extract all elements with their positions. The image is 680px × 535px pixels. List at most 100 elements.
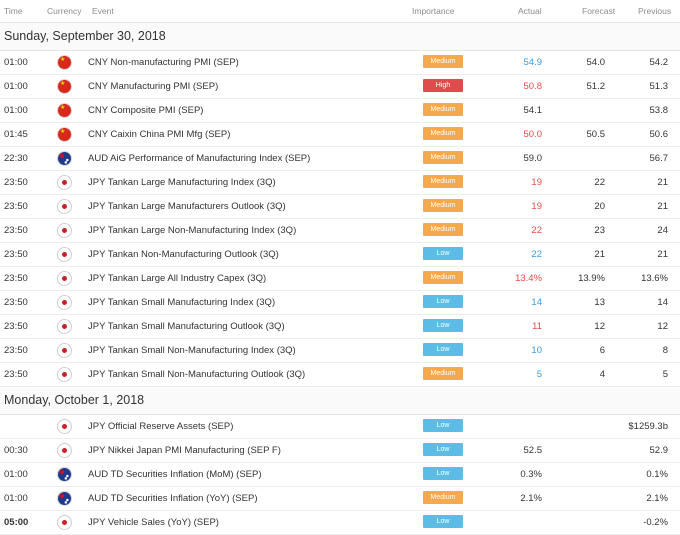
previous-value: 54.2: [649, 57, 669, 68]
event-time: 01:00: [4, 57, 28, 68]
table-row[interactable]: 01:00 AUD TD Securities Inflation (YoY) (…: [0, 487, 680, 511]
event-name[interactable]: JPY Tankan Small Non-Manufacturing Index…: [88, 345, 296, 356]
flag-circle: [58, 368, 71, 381]
flag-circle: [58, 420, 71, 433]
table-row[interactable]: 23:50 JPY Tankan Small Non-Manufacturing …: [0, 363, 680, 387]
header-previous[interactable]: Previous: [638, 6, 672, 16]
flag-circle: [58, 516, 71, 529]
importance-badge: Low: [423, 515, 463, 528]
importance-badge: Low: [423, 419, 463, 432]
importance-badge: Medium: [423, 271, 463, 284]
japan-flag-icon: [58, 224, 71, 237]
flag-circle: [58, 80, 71, 93]
header-event[interactable]: Event: [92, 6, 114, 16]
flag-circle: [58, 128, 71, 141]
actual-value: 2.1%: [520, 493, 542, 504]
event-name[interactable]: CNY Composite PMI (SEP): [88, 105, 204, 116]
event-time: 23:50: [4, 345, 28, 356]
forecast-value: 20: [594, 201, 605, 212]
table-row[interactable]: 23:50 JPY Tankan Large Manufacturers Outl…: [0, 195, 680, 219]
japan-flag-icon: [58, 320, 71, 333]
event-name[interactable]: JPY Tankan Small Manufacturing Index (3Q…: [88, 297, 276, 308]
forecast-value: 23: [594, 225, 605, 236]
event-name[interactable]: AUD TD Securities Inflation (MoM) (SEP): [88, 469, 262, 480]
actual-value: 50.0: [523, 129, 543, 140]
table-row[interactable]: 23:50 JPY Tankan Large Non-Manufacturing …: [0, 219, 680, 243]
event-name[interactable]: CNY Caixin China PMI Mfg (SEP): [88, 129, 231, 140]
event-name[interactable]: AUD AiG Performance of Manufacturing Ind…: [88, 153, 311, 164]
actual-value: 11: [532, 321, 542, 332]
actual-value: 59.0: [523, 153, 543, 164]
event-time: 05:00: [4, 517, 29, 528]
event-name[interactable]: JPY Tankan Large All Industry Capex (3Q): [88, 273, 267, 284]
importance-badge: Low: [423, 467, 463, 480]
flag-circle: [58, 200, 71, 213]
event-name[interactable]: JPY Tankan Non-Manufacturing Outlook (3Q…: [88, 249, 279, 260]
table-row[interactable]: 22:30 AUD AiG Performance of Manufacturin…: [0, 147, 680, 171]
importance-cell: Low: [423, 319, 463, 332]
table-row[interactable]: 01:00 CNY Composite PMI (SEP) Medium 54.1 53…: [0, 99, 680, 123]
importance-cell: Low: [423, 295, 463, 308]
event-name[interactable]: JPY Official Reserve Assets (SEP): [88, 421, 234, 432]
actual-value: 52.5: [523, 445, 543, 456]
actual-value: 19: [531, 201, 542, 212]
table-row[interactable]: 23:50 JPY Tankan Small Manufacturing Outl…: [0, 315, 680, 339]
event-name[interactable]: CNY Non-manufacturing PMI (SEP): [88, 57, 239, 68]
japan-flag-icon: [58, 420, 71, 433]
australia-flag-icon: [58, 492, 71, 505]
header-currency[interactable]: Currency: [47, 6, 82, 16]
event-name[interactable]: JPY Tankan Large Non-Manufacturing Index…: [88, 225, 297, 236]
actual-value: 13.4%: [515, 273, 542, 284]
event-name[interactable]: JPY Tankan Large Manufacturing Index (3Q…: [88, 177, 276, 188]
previous-value: 2.1%: [646, 493, 668, 504]
table-row[interactable]: 01:45 CNY Caixin China PMI Mfg (SEP) Mediu…: [0, 123, 680, 147]
event-name[interactable]: CNY Manufacturing PMI (SEP): [88, 81, 219, 92]
table-row[interactable]: 23:50 JPY Tankan Large All Industry Capex…: [0, 267, 680, 291]
header-forecast[interactable]: Forecast: [582, 6, 616, 16]
importance-badge: High: [423, 79, 463, 92]
event-time: 01:00: [4, 81, 28, 92]
event-name[interactable]: JPY Tankan Small Non-Manufacturing Outlo…: [88, 369, 306, 380]
header-actual[interactable]: Actual: [518, 6, 542, 16]
table-row[interactable]: 01:00 AUD TD Securities Inflation (MoM) (…: [0, 463, 680, 487]
event-name[interactable]: JPY Nikkei Japan PMI Manufacturing (SEP …: [88, 445, 281, 456]
event-name[interactable]: JPY Vehicle Sales (YoY) (SEP): [88, 517, 219, 528]
table-row[interactable]: 23:50 JPY Tankan Large Manufacturing Inde…: [0, 171, 680, 195]
previous-value: 24: [657, 225, 668, 236]
importance-cell: Medium: [423, 223, 463, 236]
flag-circle: [58, 492, 71, 505]
event-time: 23:50: [4, 273, 28, 284]
calendar-body: Sunday, September 30, 2018 01:00 CNY Non-m…: [0, 23, 680, 535]
forecast-value: 13: [594, 297, 605, 308]
header-time[interactable]: Time: [4, 6, 23, 16]
actual-value: 54.1: [523, 105, 543, 116]
flag-circle: [58, 344, 71, 357]
table-row[interactable]: 23:50 JPY Tankan Small Non-Manufacturing …: [0, 339, 680, 363]
event-name[interactable]: JPY Tankan Large Manufacturers Outlook (…: [88, 201, 286, 212]
table-row[interactable]: 01:00 CNY Non-manufacturing PMI (SEP) Medi…: [0, 51, 680, 75]
actual-value: 14: [531, 297, 542, 308]
event-time: 01:00: [4, 105, 28, 116]
previous-value: 8: [662, 345, 668, 356]
previous-value: 14: [657, 297, 668, 308]
importance-badge: Low: [423, 443, 463, 456]
table-row[interactable]: 23:50 JPY Tankan Small Manufacturing Inde…: [0, 291, 680, 315]
table-row[interactable]: 23:50 JPY Tankan Non-Manufacturing Outloo…: [0, 243, 680, 267]
table-row[interactable]: 01:00 CNY Manufacturing PMI (SEP) High 50.8…: [0, 75, 680, 99]
event-time: 01:45: [4, 129, 28, 140]
event-time: 01:00: [4, 493, 28, 504]
event-name[interactable]: JPY Tankan Small Manufacturing Outlook (…: [88, 321, 285, 332]
flag-circle: [58, 248, 71, 261]
japan-flag-icon: [58, 200, 71, 213]
table-row[interactable]: JPY Official Reserve Assets (SEP) Low $125…: [0, 415, 680, 439]
event-name[interactable]: AUD TD Securities Inflation (YoY) (SEP): [88, 493, 258, 504]
table-row[interactable]: 05:00 JPY Vehicle Sales (YoY) (SEP) Low -0.…: [0, 511, 680, 535]
header-importance[interactable]: Importance: [412, 6, 455, 16]
table-row[interactable]: 00:30 JPY Nikkei Japan PMI Manufacturing …: [0, 439, 680, 463]
forecast-value: 21: [594, 249, 605, 260]
importance-badge: Medium: [423, 127, 463, 140]
previous-value: 53.8: [649, 105, 669, 116]
event-time: 01:00: [4, 469, 28, 480]
australia-flag-icon: [58, 468, 71, 481]
importance-cell: Medium: [423, 127, 463, 140]
